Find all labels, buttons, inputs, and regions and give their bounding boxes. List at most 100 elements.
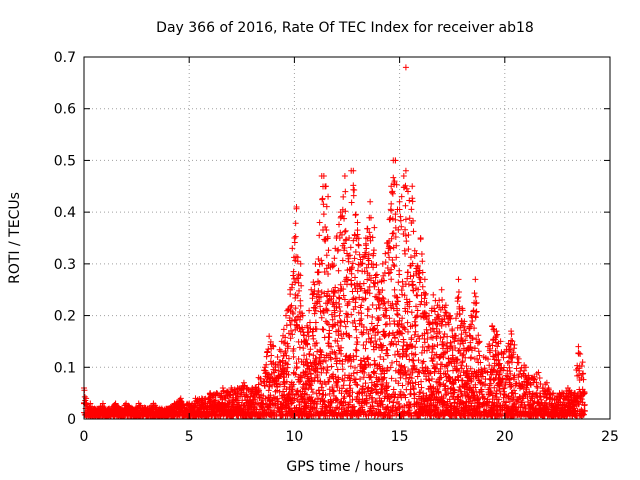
data-point bbox=[396, 198, 403, 205]
data-point bbox=[371, 224, 378, 231]
data-point bbox=[268, 370, 275, 377]
data-point bbox=[468, 354, 475, 361]
data-point bbox=[417, 235, 424, 241]
data-point bbox=[219, 384, 226, 391]
data-point bbox=[335, 246, 342, 253]
data-point bbox=[265, 387, 272, 394]
data-point bbox=[353, 334, 360, 341]
data-point bbox=[320, 358, 327, 365]
data-point bbox=[279, 362, 286, 369]
x-tick-label: 5 bbox=[185, 429, 194, 445]
data-point bbox=[434, 311, 441, 318]
data-point bbox=[409, 183, 416, 190]
data-point bbox=[240, 379, 247, 386]
data-point bbox=[376, 304, 383, 311]
data-point bbox=[325, 247, 332, 254]
data-point bbox=[332, 373, 339, 380]
data-point bbox=[419, 258, 426, 265]
data-point bbox=[351, 186, 358, 193]
data-point bbox=[424, 330, 431, 337]
data-point bbox=[263, 361, 270, 368]
data-point bbox=[471, 290, 478, 297]
data-point bbox=[409, 357, 416, 364]
data-point bbox=[408, 206, 415, 213]
data-point bbox=[369, 314, 376, 321]
y-tick-label: 0.1 bbox=[54, 360, 76, 376]
data-point bbox=[313, 326, 320, 333]
data-point bbox=[267, 338, 274, 345]
data-point bbox=[283, 352, 290, 359]
data-point bbox=[295, 355, 302, 362]
data-point bbox=[297, 297, 304, 304]
data-point bbox=[331, 255, 338, 262]
data-point bbox=[290, 381, 297, 388]
data-point bbox=[298, 282, 305, 289]
data-point bbox=[289, 386, 296, 393]
data-point bbox=[398, 193, 405, 200]
data-point bbox=[322, 224, 329, 231]
data-point bbox=[320, 326, 327, 333]
x-axis-label: GPS time / hours bbox=[286, 459, 403, 475]
data-point bbox=[285, 371, 292, 378]
data-point bbox=[283, 378, 290, 385]
data-point bbox=[311, 304, 318, 311]
data-point bbox=[370, 247, 377, 254]
data-point bbox=[336, 221, 343, 228]
data-point bbox=[306, 351, 313, 358]
data-point bbox=[430, 291, 437, 298]
data-point bbox=[323, 203, 330, 210]
data-point bbox=[312, 307, 319, 314]
data-point bbox=[287, 321, 294, 328]
data-point bbox=[318, 257, 325, 264]
data-point bbox=[320, 211, 327, 218]
data-point bbox=[290, 268, 297, 275]
data-point bbox=[388, 207, 395, 214]
data-point bbox=[407, 254, 414, 261]
data-point bbox=[294, 258, 301, 265]
data-point bbox=[303, 336, 310, 343]
data-point bbox=[308, 386, 315, 393]
data-point bbox=[368, 320, 375, 327]
data-point bbox=[298, 374, 305, 381]
data-point bbox=[421, 276, 428, 283]
data-point bbox=[310, 279, 317, 286]
data-point bbox=[312, 319, 319, 326]
data-point bbox=[382, 250, 389, 257]
data-point bbox=[290, 310, 297, 317]
data-point bbox=[297, 302, 304, 309]
data-point bbox=[384, 347, 391, 354]
data-point bbox=[575, 350, 582, 357]
data-point bbox=[396, 271, 403, 278]
data-point bbox=[352, 248, 359, 255]
data-point bbox=[455, 294, 462, 301]
data-point bbox=[340, 193, 347, 200]
data-point bbox=[328, 343, 335, 350]
data-point bbox=[438, 286, 445, 293]
data-point bbox=[294, 292, 301, 299]
data-point bbox=[321, 268, 328, 275]
data-point bbox=[391, 286, 398, 293]
data-point bbox=[320, 365, 327, 372]
data-point bbox=[320, 201, 327, 208]
data-point bbox=[292, 257, 299, 264]
chart-title: Day 366 of 2016, Rate Of TEC Index for r… bbox=[156, 20, 534, 36]
data-point bbox=[419, 283, 426, 290]
data-point bbox=[296, 344, 303, 351]
data-point bbox=[319, 260, 326, 267]
data-point bbox=[328, 356, 335, 363]
data-point bbox=[354, 227, 361, 234]
y-tick-label: 0.4 bbox=[54, 205, 76, 221]
data-point bbox=[355, 242, 362, 249]
data-point bbox=[418, 298, 425, 305]
data-point bbox=[305, 333, 312, 340]
data-point bbox=[268, 397, 275, 404]
data-point bbox=[346, 334, 353, 341]
data-point bbox=[267, 358, 274, 365]
data-point bbox=[508, 328, 515, 335]
data-point bbox=[342, 188, 349, 195]
data-point bbox=[262, 395, 269, 402]
data-point bbox=[575, 343, 582, 350]
data-point bbox=[389, 230, 396, 237]
data-point bbox=[314, 366, 321, 373]
y-tick-label: 0.2 bbox=[54, 309, 76, 325]
